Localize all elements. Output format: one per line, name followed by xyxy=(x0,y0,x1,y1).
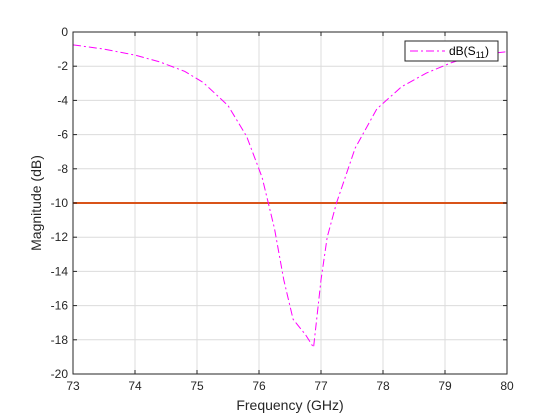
legend-box xyxy=(404,40,499,62)
legend-label: dB(S11) xyxy=(449,44,489,60)
series-s11-line xyxy=(72,44,508,348)
y-axis-label: Magnitude (dB) xyxy=(28,155,44,251)
legend-label-subscript: 11 xyxy=(476,50,485,60)
series-layer xyxy=(72,44,508,348)
ticks: 73 74 75 76 77 78 79 80 0 -2 -4 -6 -8 -10 -12 -14 -16 -18… xyxy=(51,25,514,393)
x-axis-label: Frequency (GHz) xyxy=(236,397,343,413)
legend-label-end: ) xyxy=(485,44,489,58)
x-tick-label: 77 xyxy=(314,379,328,393)
y-tick-label: -8 xyxy=(57,162,68,176)
x-tick-label: 76 xyxy=(252,379,266,393)
x-tick-label: 79 xyxy=(438,379,452,393)
x-tick-label: 80 xyxy=(500,379,514,393)
y-tick-label: -12 xyxy=(51,230,69,244)
y-tick-label: -2 xyxy=(57,59,68,73)
x-tick-label: 75 xyxy=(190,379,204,393)
y-tick-label: -6 xyxy=(57,128,68,142)
y-tick-label: -14 xyxy=(51,264,69,278)
x-tick-label: 74 xyxy=(128,379,142,393)
y-tick-label: 0 xyxy=(61,25,68,39)
x-tick-label: 78 xyxy=(376,379,390,393)
y-tick-label: -16 xyxy=(51,299,69,313)
y-tick-label: -4 xyxy=(57,93,68,107)
y-tick-label: -18 xyxy=(51,333,69,347)
legend-label-base: dB(S xyxy=(449,44,476,58)
x-tick-label: 73 xyxy=(66,379,80,393)
y-tick-label: -20 xyxy=(51,367,69,381)
legend: dB(S11) xyxy=(404,40,499,62)
y-tick-label: -10 xyxy=(51,196,69,210)
